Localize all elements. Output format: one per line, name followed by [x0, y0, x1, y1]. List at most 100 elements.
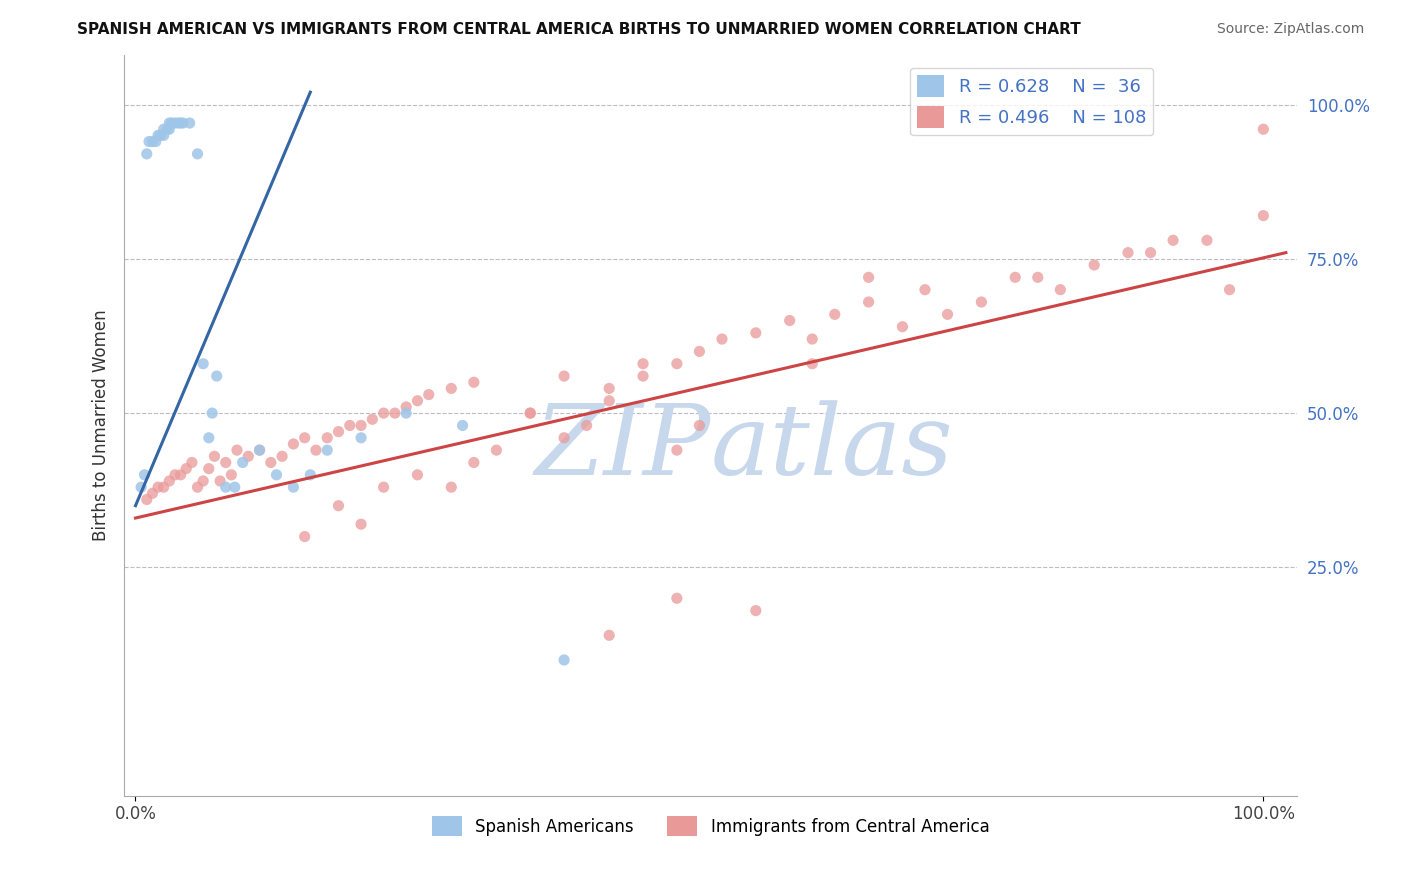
Point [305, 443, 328, 458]
Point [665, 591, 688, 606]
Point [936, 307, 959, 321]
Point [149, 128, 172, 143]
Point [891, 319, 914, 334]
Point [135, 492, 157, 507]
Point [215, 480, 238, 494]
Point [395, 406, 418, 420]
Point [801, 357, 824, 371]
Point [283, 437, 305, 451]
Point [1161, 233, 1184, 247]
Point [440, 381, 463, 395]
Point [141, 486, 163, 500]
Point [316, 443, 339, 458]
Point [598, 393, 620, 408]
Point [260, 455, 283, 469]
Point [266, 467, 288, 482]
Point [204, 450, 226, 464]
Point [163, 116, 186, 130]
Point [745, 604, 768, 618]
Point [232, 455, 254, 469]
Point [553, 369, 575, 384]
Point [688, 344, 710, 359]
Point [779, 313, 801, 327]
Point [179, 116, 201, 130]
Point [186, 147, 208, 161]
Text: ZIP: ZIP [534, 400, 710, 495]
Point [198, 431, 221, 445]
Point [169, 467, 191, 482]
Point [373, 480, 395, 494]
Point [316, 431, 339, 445]
Point [209, 474, 232, 488]
Point [1004, 270, 1026, 285]
Point [406, 467, 429, 482]
Point [1139, 245, 1161, 260]
Point [215, 455, 238, 469]
Point [172, 116, 194, 130]
Y-axis label: Births to Unmarried Women: Births to Unmarried Women [93, 310, 110, 541]
Point [328, 425, 350, 439]
Point [350, 517, 373, 532]
Point [145, 135, 167, 149]
Point [598, 628, 620, 642]
Point [157, 116, 180, 130]
Point [146, 128, 169, 143]
Text: Source: ZipAtlas.com: Source: ZipAtlas.com [1216, 22, 1364, 37]
Point [1195, 233, 1218, 247]
Point [801, 332, 824, 346]
Point [361, 412, 384, 426]
Point [205, 369, 228, 384]
Point [198, 461, 221, 475]
Point [146, 480, 169, 494]
Point [519, 406, 541, 420]
Point [373, 406, 395, 420]
Text: SPANISH AMERICAN VS IMMIGRANTS FROM CENTRAL AMERICA BIRTHS TO UNMARRIED WOMEN CO: SPANISH AMERICAN VS IMMIGRANTS FROM CENT… [77, 22, 1081, 37]
Point [226, 443, 249, 458]
Point [174, 461, 197, 475]
Point [463, 455, 485, 469]
Point [193, 474, 215, 488]
Point [553, 431, 575, 445]
Point [249, 443, 271, 458]
Point [339, 418, 361, 433]
Point [1026, 270, 1049, 285]
Point [665, 357, 688, 371]
Point [824, 307, 846, 321]
Point [970, 295, 993, 310]
Point [463, 376, 485, 390]
Point [745, 326, 768, 340]
Point [134, 467, 156, 482]
Point [1253, 209, 1275, 223]
Point [221, 467, 243, 482]
Point [141, 135, 163, 149]
Point [129, 480, 152, 494]
Point [631, 357, 654, 371]
Point [249, 443, 271, 458]
Point [157, 122, 180, 136]
Point [418, 387, 440, 401]
Point [1253, 122, 1275, 136]
Point [138, 135, 160, 149]
Point [631, 369, 654, 384]
Point [238, 450, 260, 464]
Point [169, 116, 191, 130]
Point [283, 480, 305, 494]
Point [440, 480, 463, 494]
Point [294, 530, 316, 544]
Point [152, 122, 174, 136]
Legend: R = 0.628    N =  36, R = 0.496    N = 108: R = 0.628 N = 36, R = 0.496 N = 108 [910, 68, 1153, 136]
Point [224, 480, 246, 494]
Point [711, 332, 734, 346]
Point [406, 393, 429, 408]
Point [575, 418, 598, 433]
Point [163, 467, 186, 482]
Point [1218, 283, 1240, 297]
Point [350, 418, 373, 433]
Point [167, 116, 190, 130]
Text: atlas: atlas [710, 400, 953, 495]
Point [485, 443, 508, 458]
Point [1083, 258, 1105, 272]
Point [350, 431, 373, 445]
Point [186, 480, 208, 494]
Point [152, 480, 174, 494]
